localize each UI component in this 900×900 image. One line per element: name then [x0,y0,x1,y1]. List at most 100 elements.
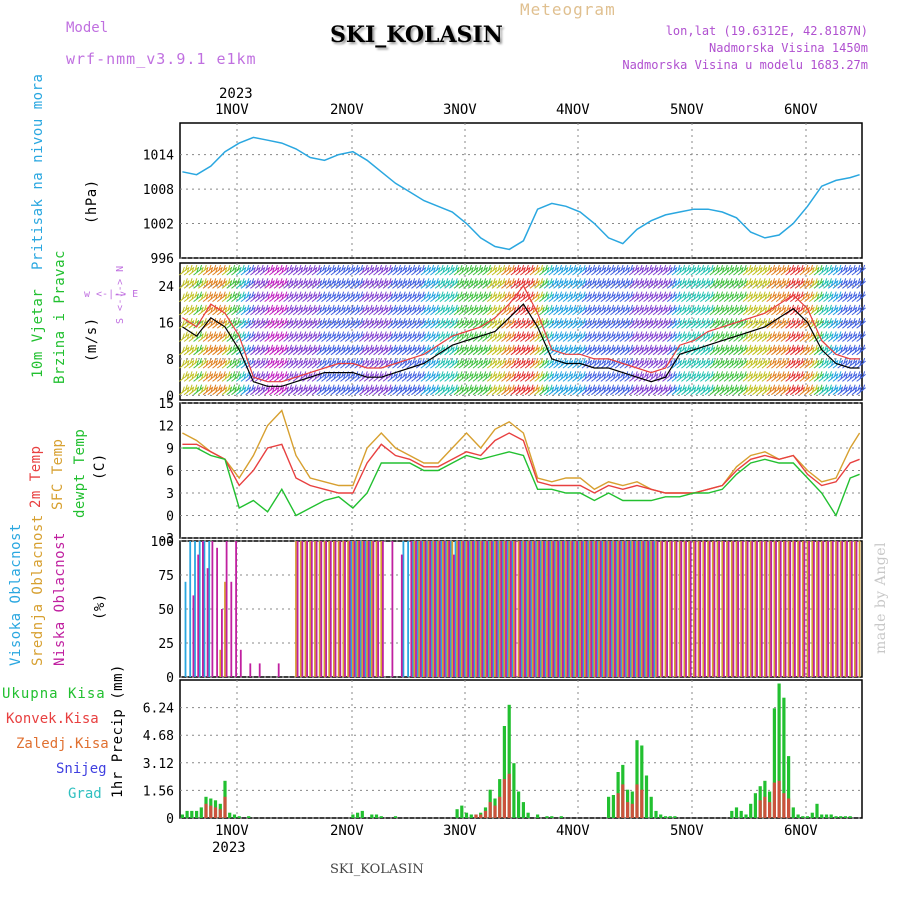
wind-barb [846,344,857,356]
wind-barb [846,331,857,342]
day-tick-label-bottom: 4NOV [556,823,590,839]
wind-barb [652,331,663,342]
wind-barb [482,371,492,382]
cloud-bar [258,663,261,677]
precip-total-bar [644,775,649,818]
cloud-bar [693,541,695,677]
model-label: Model [66,20,109,36]
wind-barb [434,304,445,316]
cloud-bar [475,541,477,677]
cloud-bar [656,541,659,677]
wind-barb [482,264,492,276]
wind-barb [302,331,312,342]
wind-barb [742,278,753,289]
wind-barb [695,304,705,316]
precip-total-bar [228,812,232,818]
wind-barb [202,291,213,302]
wind-barb [240,278,251,289]
wind-barb [188,344,199,356]
cloud-bar [764,541,766,677]
cloud-bar [817,541,820,677]
wind-barb [856,278,866,289]
wind-barb [690,278,701,289]
wind-barb [851,331,862,342]
wind-barb [714,344,724,356]
cloud-bar [565,541,567,677]
wind-barb [453,291,464,302]
cloud-bar [320,541,323,677]
wind-barb [430,304,440,316]
wind-barb [486,318,497,329]
wind-barb [818,384,829,396]
cloud-bar [603,541,605,677]
wind-barb [685,331,696,342]
wind-barb [790,318,800,329]
wind-barb [491,344,502,356]
wind-barb [600,278,611,289]
wind-barb [392,291,402,302]
wind-barb [188,371,199,382]
wind-barb [377,264,388,276]
precip-total-bar [526,812,530,818]
wind-barb [467,344,478,356]
wind-barb [657,357,668,369]
wind-barb [628,278,639,289]
wind-barb [463,278,473,289]
wind-barb [775,291,786,302]
day-tick-label-bottom: 3NOV [443,823,477,839]
wind-barb [387,304,398,316]
cloud-bar [460,541,463,677]
wind-barb [600,318,611,329]
wind-barb [264,331,274,342]
cloud-bar [557,541,559,677]
wind-barb [534,371,544,382]
wind-barb [306,344,317,356]
cloud-bar [309,541,312,677]
wind-barb [846,384,857,396]
wind-barb [283,318,293,329]
wind-compass-we: w <-|-> E [84,289,139,300]
cloud-bar [358,541,361,677]
precip-conv-bar [626,802,630,818]
wind-barb [600,331,611,342]
wind-barb [273,357,284,369]
wind-barb [221,371,232,382]
wind-barb [221,384,232,396]
cloud-bar [593,541,596,677]
cloud-bar [363,541,365,677]
wind-barb [472,384,483,396]
wind-barb [344,304,355,316]
wind-barb [823,318,833,329]
wind-barb [733,384,743,396]
wind-barb [733,304,743,316]
wind-barb [799,278,810,289]
wind-barb [212,278,222,289]
wind-barb [690,264,701,276]
wind-barb [557,264,568,276]
wind-barb [790,344,800,356]
wind-barb [269,371,279,382]
wind-barb [425,291,435,302]
wind-barb [491,264,502,276]
wind-barb [392,344,402,356]
wind-barb [250,344,260,356]
wind-barb [808,344,819,356]
cloud-bar [626,541,629,677]
wind-barb [340,264,350,276]
wind-barb [363,384,374,396]
cloud-bar [531,541,534,677]
wind-barb [846,371,857,382]
wind-barb [591,264,601,276]
wind-barb [804,278,814,289]
wind-barb [666,318,677,329]
wind-barb [505,357,516,369]
wind-barb [690,291,701,302]
wind-barb [325,318,336,329]
wind-barb [505,278,516,289]
cloud-bar [765,541,768,677]
cloud-bar [315,541,318,677]
wind-barb [179,264,189,276]
wind-barb [273,291,284,302]
precip-total-bar [190,810,194,818]
wind-barb [647,291,658,302]
